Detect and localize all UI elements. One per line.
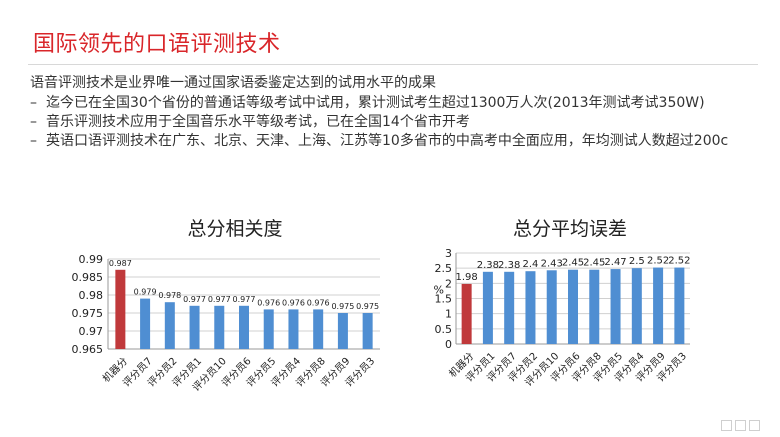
slide-body: 语音评测技术是业界唯一通过国家语委鉴定达到的试用水平的成果 – 迄今已在全国30个… bbox=[30, 74, 750, 151]
bullet-text: 英语口语评测技术在广东、北京、天津、上海、江苏等10多省市的中高考中全面应用，年… bbox=[46, 133, 729, 149]
slide-title: 国际领先的口语评测技术 bbox=[33, 32, 281, 57]
lead-sentence: 语音评测技术是业界唯一通过国家语委鉴定达到的试用水平的成果 bbox=[30, 75, 436, 91]
corr-data-label: 0.979 bbox=[134, 288, 157, 297]
corr-y-tick-label: 0.97 bbox=[79, 325, 104, 338]
bullet-marker: – bbox=[30, 95, 37, 111]
corr-data-label: 0.977 bbox=[183, 295, 206, 304]
err-y-tick-label: 0 bbox=[445, 338, 452, 351]
err-data-label: 2.43 bbox=[541, 258, 563, 269]
corr-bar bbox=[164, 302, 175, 349]
err-data-label: 2.4 bbox=[523, 259, 539, 270]
corr-bar bbox=[288, 309, 299, 349]
corr-bar bbox=[214, 305, 225, 349]
err-data-label: 2.38 bbox=[498, 260, 520, 271]
corr-y-tick-label: 0.99 bbox=[79, 253, 104, 266]
corr-data-label: 0.977 bbox=[208, 295, 231, 304]
err-bar bbox=[461, 283, 472, 344]
err-data-label: 2.38 bbox=[477, 260, 499, 271]
bullet-marker: – bbox=[30, 133, 37, 149]
err-data-label: 2.52 bbox=[647, 256, 669, 267]
nav-box-icon[interactable] bbox=[735, 420, 746, 431]
corr-bar bbox=[115, 269, 126, 349]
corr-y-tick-label: 0.985 bbox=[72, 271, 104, 284]
correlation-chart-title: 总分相关度 bbox=[187, 218, 283, 240]
err-y-axis-label: % bbox=[434, 283, 444, 296]
bullet-item: – 音乐评测技术应用于全国音乐水平等级考试，已在全国14个省市开考 bbox=[30, 113, 750, 132]
bullet-text: 迄今已在全国30个省份的普通话等级考试中试用，累计测试考生超过1300万人次(2… bbox=[46, 95, 705, 111]
corr-data-label: 0.976 bbox=[257, 298, 280, 307]
corr-bar bbox=[362, 313, 373, 349]
err-bar bbox=[482, 271, 493, 344]
err-data-label: 2.45 bbox=[562, 258, 584, 269]
nav-box-icon[interactable] bbox=[721, 420, 732, 431]
err-bar bbox=[525, 271, 536, 344]
corr-bar bbox=[337, 313, 348, 349]
title-divider bbox=[28, 64, 758, 65]
err-data-label: 2.52 bbox=[668, 256, 690, 267]
err-data-label: 2.47 bbox=[604, 257, 626, 268]
err-bar bbox=[610, 269, 621, 344]
bullet-text: 音乐评测技术应用于全国音乐水平等级考试，已在全国14个省市开考 bbox=[46, 114, 470, 130]
corr-data-label: 0.975 bbox=[331, 302, 354, 311]
corr-data-label: 0.976 bbox=[307, 298, 330, 307]
err-bar bbox=[568, 269, 578, 344]
err-bar bbox=[589, 269, 600, 344]
corr-data-label: 0.977 bbox=[233, 295, 256, 304]
err-bar bbox=[504, 271, 515, 344]
corr-data-label: 0.975 bbox=[356, 302, 379, 311]
bullet-list: – 迄今已在全国30个省份的普通话等级考试中试用，累计测试考生超过1300万人次(… bbox=[30, 94, 750, 151]
err-y-tick-label: 2 bbox=[445, 277, 452, 290]
nav-box-icon[interactable] bbox=[749, 420, 760, 431]
bullet-item: – 英语口语评测技术在广东、北京、天津、上海、江苏等10多省市的中高考中全面应用，… bbox=[30, 132, 750, 151]
err-data-label: 2.45 bbox=[583, 258, 605, 269]
err-y-tick-label: 0.5 bbox=[435, 323, 453, 336]
error-chart-title: 总分平均误差 bbox=[512, 218, 627, 240]
corr-bar bbox=[263, 309, 274, 349]
err-bar bbox=[674, 267, 685, 344]
err-data-label: 1.98 bbox=[456, 272, 478, 283]
corr-bar bbox=[140, 298, 151, 349]
slide-nav-controls bbox=[721, 420, 760, 431]
corr-bar bbox=[189, 305, 200, 349]
err-bar bbox=[653, 267, 664, 344]
err-y-tick-label: 2.5 bbox=[435, 262, 453, 275]
bullet-marker: – bbox=[30, 114, 37, 130]
corr-y-tick-label: 0.975 bbox=[72, 307, 104, 320]
err-y-tick-label: 1.5 bbox=[435, 293, 453, 306]
err-y-tick-label: 1 bbox=[445, 308, 452, 321]
err-bar bbox=[631, 268, 642, 344]
corr-data-label: 0.987 bbox=[109, 259, 132, 268]
corr-bar bbox=[313, 309, 324, 349]
corr-y-tick-label: 0.965 bbox=[72, 343, 104, 356]
corr-y-tick-label: 0.98 bbox=[79, 289, 104, 302]
corr-data-label: 0.976 bbox=[282, 298, 305, 307]
err-y-tick-label: 3 bbox=[445, 247, 452, 260]
err-bar bbox=[546, 270, 557, 344]
corr-bar bbox=[239, 305, 249, 349]
bullet-item: – 迄今已在全国30个省份的普通话等级考试中试用，累计测试考生超过1300万人次(… bbox=[30, 94, 750, 113]
corr-data-label: 0.978 bbox=[158, 291, 181, 300]
err-data-label: 2.5 bbox=[629, 256, 645, 267]
